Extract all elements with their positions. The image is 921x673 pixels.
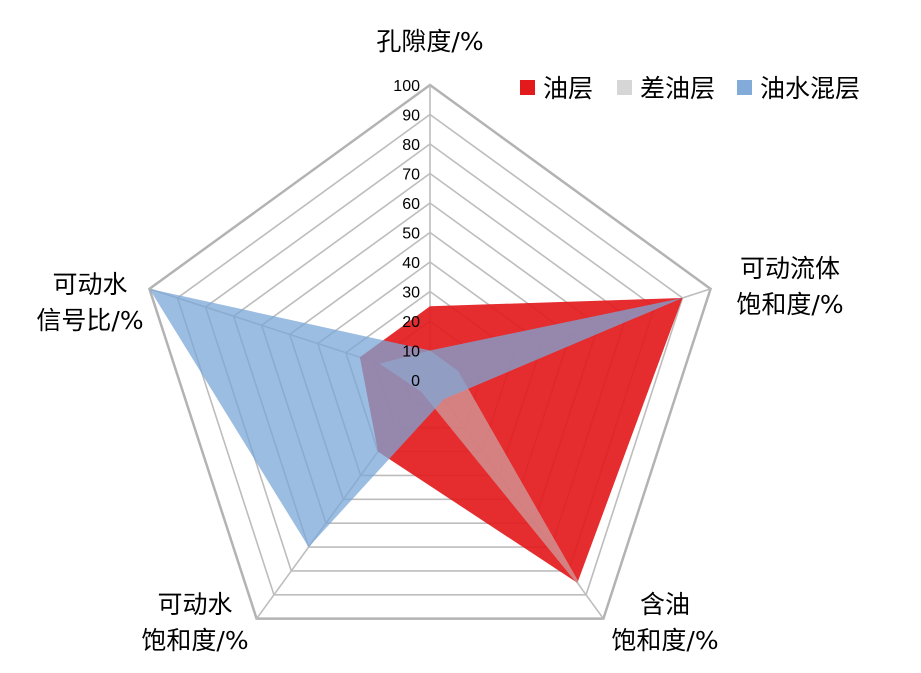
legend-swatch — [737, 80, 752, 95]
axis-label: 饱和度/% — [611, 626, 718, 655]
series-area-2 — [149, 288, 683, 548]
legend-swatch — [520, 80, 535, 95]
axis-label: 可动水 — [157, 590, 232, 619]
tick-label: 80 — [402, 137, 420, 154]
tick-label: 70 — [402, 167, 420, 184]
grid-ring — [204, 143, 656, 572]
legend-label: 油水混层 — [760, 74, 860, 103]
tick-label: 20 — [402, 314, 420, 331]
tick-label: 50 — [402, 226, 420, 243]
axis-label: 信号比/% — [36, 306, 143, 335]
radial-tick-labels: 0 10 20 30 40 50 60 70 80 90 100 — [393, 78, 420, 390]
legend: 油层 差油层 油水混层 — [520, 74, 860, 103]
tick-label: 40 — [402, 255, 420, 272]
axis-label: 可动流体 — [740, 254, 840, 283]
grid-ring — [176, 113, 684, 596]
tick-label: 90 — [402, 108, 420, 125]
radar-series — [149, 288, 683, 595]
axis-label: 孔隙度/% — [376, 27, 483, 56]
tick-label: 30 — [402, 285, 420, 302]
tick-label: 10 — [402, 344, 420, 361]
tick-label: 100 — [393, 78, 420, 95]
axis-label: 饱和度/% — [141, 626, 248, 655]
tick-label: 0 — [411, 373, 420, 390]
grid-ring — [147, 83, 713, 620]
axis-label: 含油 — [640, 590, 690, 619]
legend-swatch — [617, 80, 632, 95]
grid-ring — [232, 172, 628, 548]
legend-label: 差油层 — [640, 74, 715, 103]
axis-label: 饱和度/% — [736, 290, 843, 319]
axis-label: 可动水 — [52, 270, 127, 299]
legend-label: 油层 — [543, 74, 593, 103]
tick-label: 60 — [402, 196, 420, 213]
